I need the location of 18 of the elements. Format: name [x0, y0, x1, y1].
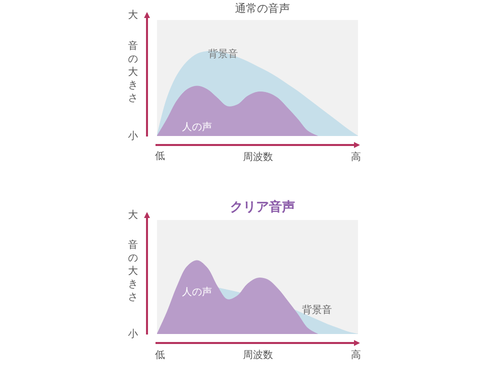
text: 高	[351, 151, 361, 163]
series-label: 背景音	[302, 304, 332, 316]
text: 大	[128, 9, 138, 21]
series-label: 人の声	[182, 121, 212, 133]
text: 小	[128, 130, 138, 142]
series-label: 背景音	[208, 48, 238, 60]
text: 低	[155, 350, 165, 361]
text: 高	[351, 349, 361, 361]
text: 低	[155, 151, 165, 162]
series-label: 人の声	[182, 286, 212, 298]
text: 小	[128, 328, 138, 340]
chart-title: クリア音声	[230, 199, 295, 215]
chart-title: 通常の音声	[235, 2, 290, 15]
x-axis-title: 周波数	[243, 349, 273, 361]
y-axis-title: 音の大きさ	[128, 40, 138, 104]
text: 大	[128, 209, 138, 221]
x-axis-title: 周波数	[243, 151, 273, 163]
y-axis-title: 音の大きさ	[128, 239, 138, 303]
